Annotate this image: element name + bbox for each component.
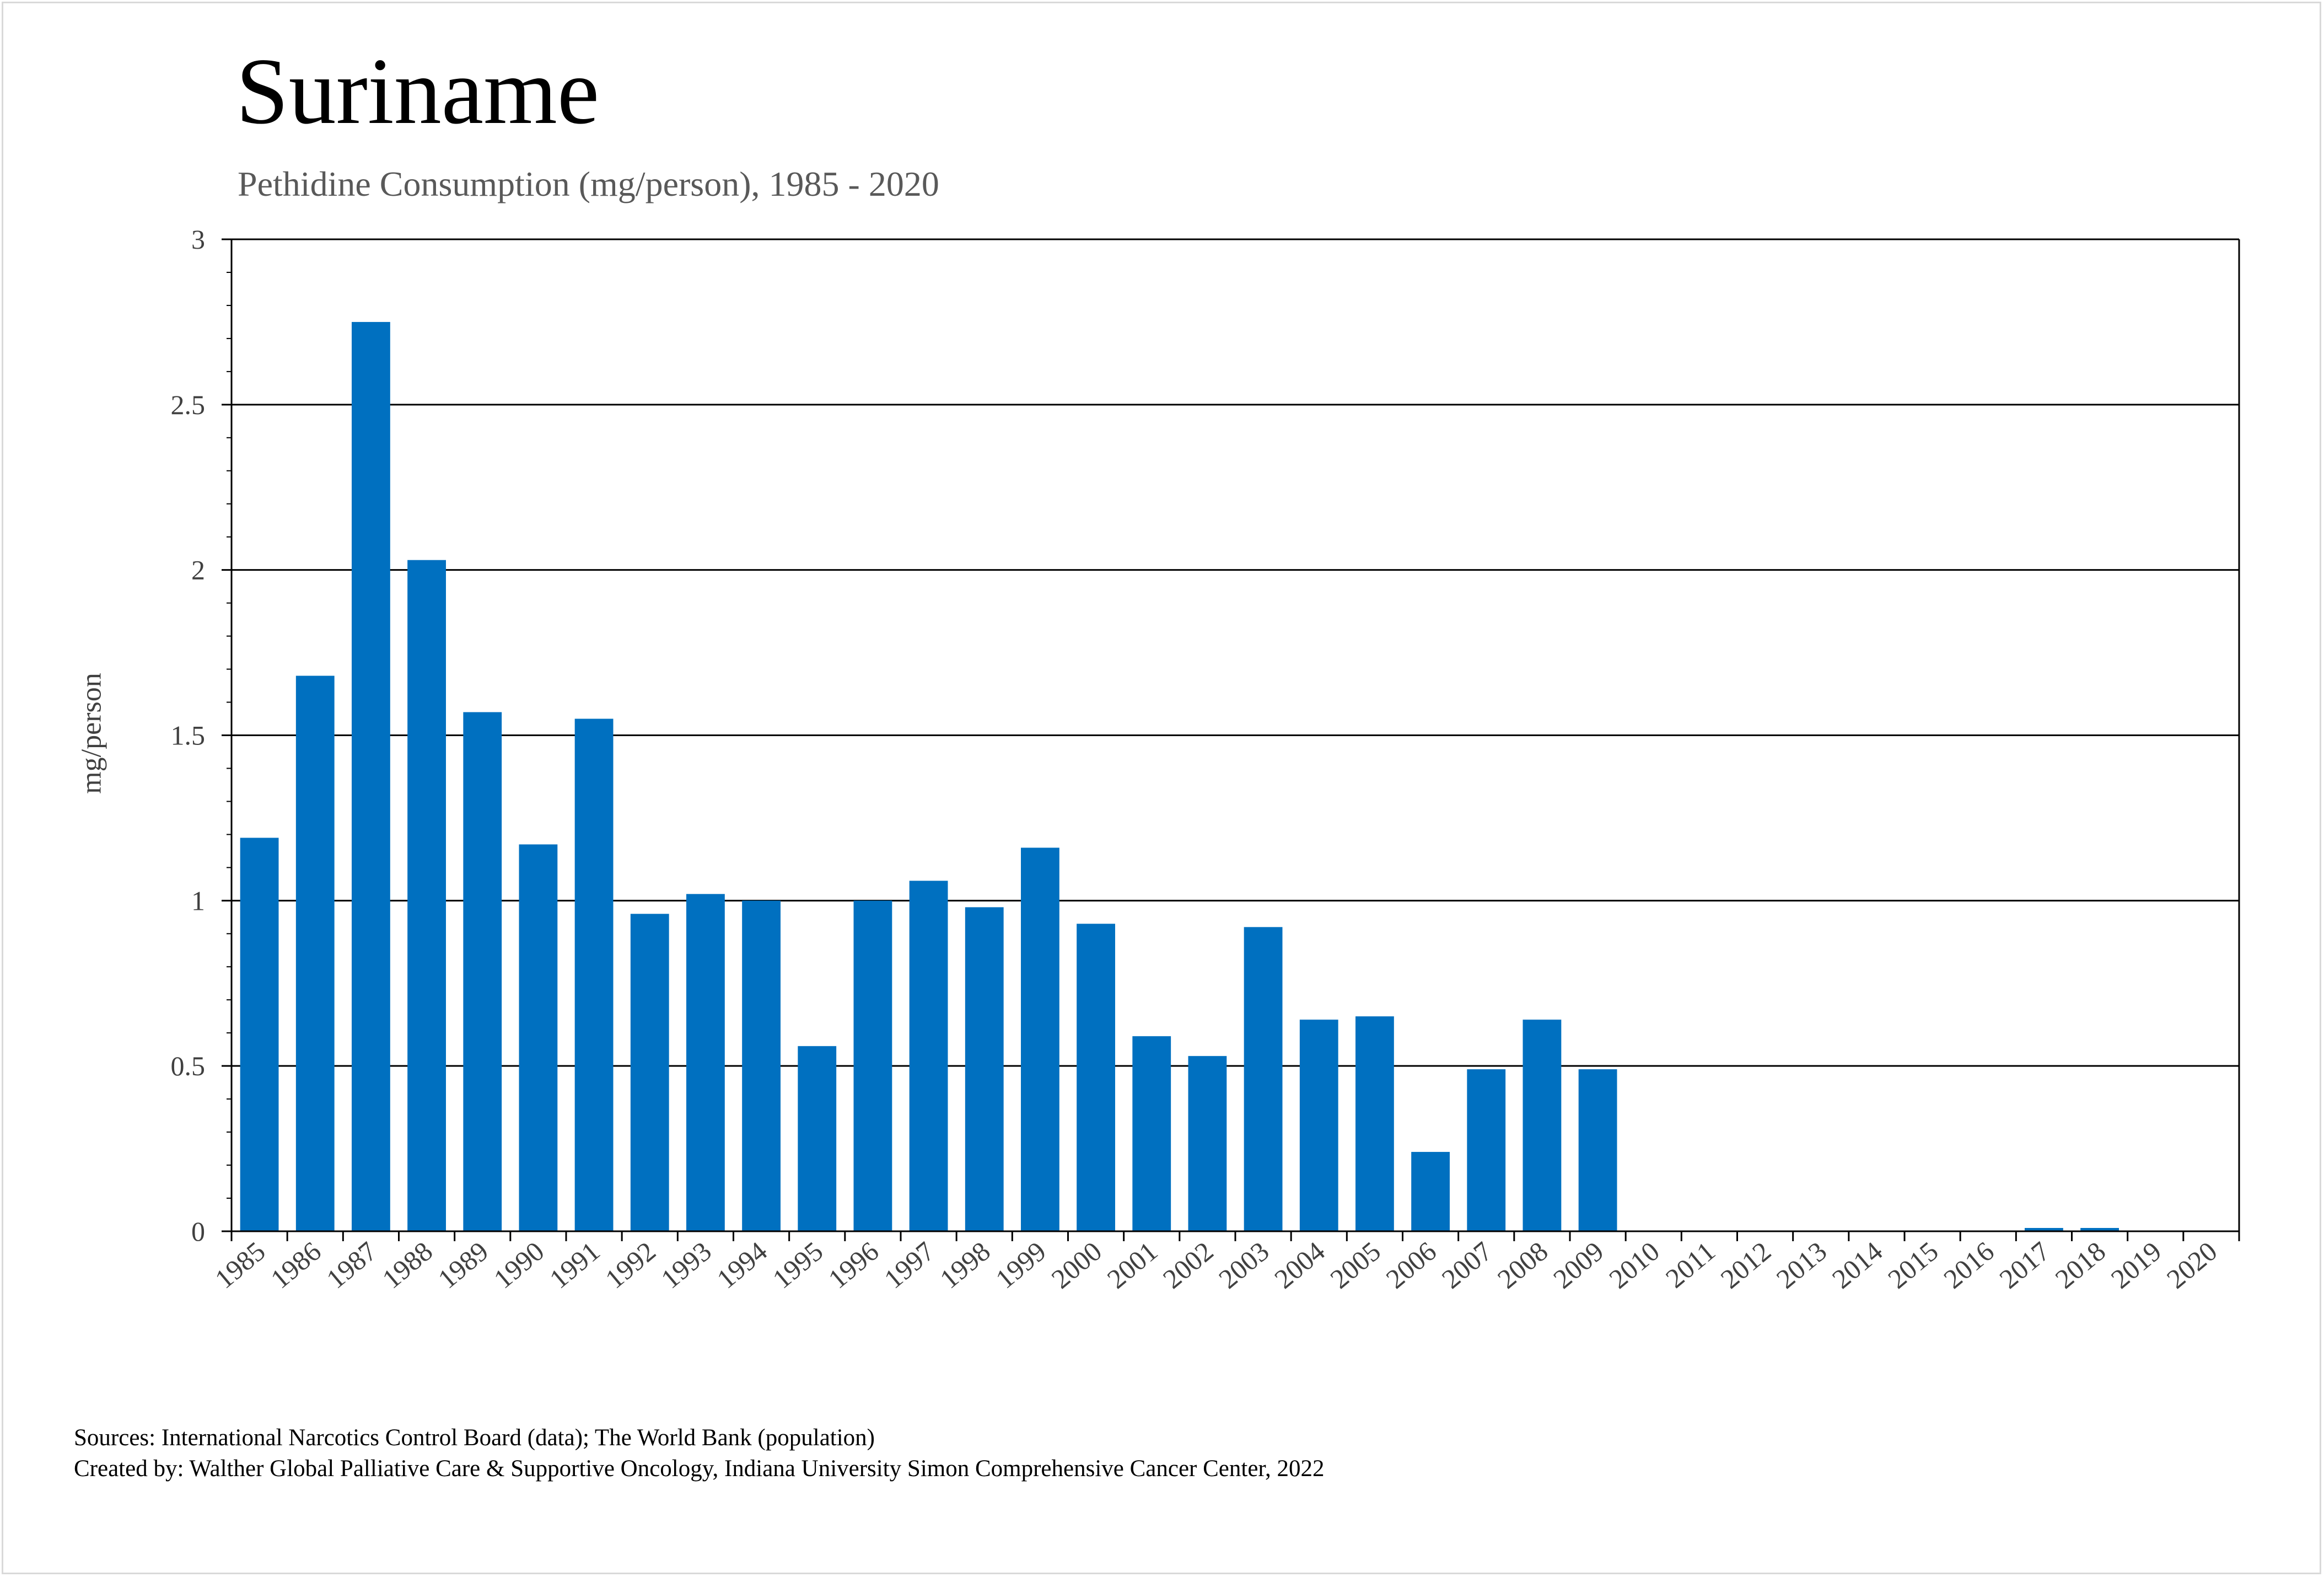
- bar-1993: [686, 894, 725, 1231]
- x-tick-label: 2013: [1771, 1236, 1833, 1295]
- bar-2005: [1355, 1016, 1394, 1231]
- chart-title: Suriname: [236, 39, 600, 144]
- x-tick-label: 1988: [376, 1236, 439, 1295]
- bar-1988: [407, 560, 446, 1231]
- y-tick-label: 1: [191, 885, 205, 916]
- x-tick-label: 2000: [1046, 1236, 1108, 1295]
- y-tick-label: 0.5: [171, 1050, 206, 1081]
- x-tick-label: 1993: [655, 1236, 717, 1295]
- bar-1999: [1021, 847, 1059, 1231]
- x-tick-label: 2006: [1380, 1236, 1443, 1295]
- x-tick-label: 1986: [265, 1236, 327, 1295]
- x-tick-label: 1998: [934, 1236, 996, 1295]
- x-ticks: 1985198619871988198919901991199219931994…: [209, 1231, 2240, 1295]
- x-tick-label: 2008: [1492, 1236, 1554, 1295]
- x-tick-label: 1999: [989, 1236, 1052, 1295]
- bar-1992: [630, 914, 669, 1231]
- bar-2006: [1411, 1152, 1450, 1231]
- x-tick-label: 2011: [1660, 1236, 1721, 1294]
- x-tick-label: 2005: [1324, 1236, 1386, 1295]
- x-tick-label: 1989: [432, 1236, 494, 1295]
- x-tick-label: 2004: [1268, 1236, 1331, 1295]
- bar-1997: [909, 881, 948, 1231]
- bar-1989: [463, 712, 502, 1231]
- y-tick-label: 2: [191, 555, 205, 586]
- y-tick-label: 0: [191, 1216, 205, 1247]
- x-tick-label: 1992: [599, 1236, 661, 1295]
- bar-2009: [1578, 1069, 1617, 1231]
- bar-2007: [1467, 1069, 1506, 1231]
- x-tick-label: 1996: [822, 1236, 885, 1295]
- y-tick-label: 2.5: [171, 389, 206, 420]
- x-tick-label: 1991: [544, 1236, 606, 1295]
- x-tick-label: 2001: [1101, 1236, 1164, 1295]
- bar-2000: [1077, 924, 1115, 1231]
- x-tick-label: 1990: [488, 1236, 550, 1295]
- bar-1994: [742, 900, 781, 1231]
- x-tick-label: 2015: [1882, 1236, 1944, 1295]
- bar-1990: [519, 844, 558, 1231]
- x-tick-label: 2017: [1993, 1236, 2056, 1295]
- bar-1986: [295, 675, 335, 1231]
- x-tick-label: 1995: [767, 1236, 829, 1295]
- chart-sources: Sources: International Narcotics Control…: [74, 1423, 1325, 1484]
- y-tick-label: 3: [191, 224, 205, 255]
- y-ticks: 0 0.5 1 1.5 2 2.5 3: [171, 224, 232, 1247]
- x-tick-label: 2003: [1213, 1236, 1275, 1295]
- sources-line: Sources: International Narcotics Control…: [74, 1425, 875, 1451]
- created-by-line: Created by: Walther Global Palliative Ca…: [74, 1456, 1325, 1482]
- bar-2003: [1244, 927, 1283, 1231]
- x-tick-label: 2014: [1826, 1236, 1889, 1295]
- bar-2002: [1188, 1056, 1227, 1231]
- y-tick-label: 1.5: [171, 720, 206, 751]
- x-tick-label: 1997: [878, 1236, 940, 1295]
- x-tick-label: 1987: [320, 1236, 383, 1295]
- x-tick-label: 2010: [1603, 1236, 1665, 1295]
- x-tick-label: 2018: [2049, 1236, 2112, 1295]
- bar-1996: [853, 900, 892, 1231]
- x-tick-label: 2002: [1157, 1236, 1219, 1295]
- x-tick-label: 2019: [2105, 1236, 2167, 1295]
- bar-1995: [798, 1046, 837, 1231]
- x-tick-label: 1994: [711, 1236, 773, 1295]
- bar-2004: [1299, 1020, 1338, 1231]
- bar-1998: [965, 907, 1004, 1231]
- bar-2017: [2025, 1228, 2063, 1231]
- x-tick-label: 2020: [2161, 1236, 2223, 1295]
- x-tick-label: 1985: [209, 1236, 271, 1295]
- x-tick-label: 2009: [1547, 1236, 1610, 1295]
- bar-2008: [1523, 1020, 1562, 1231]
- gridlines: [232, 238, 2239, 1067]
- x-tick-label: 2012: [1715, 1236, 1777, 1295]
- chart-subtitle: Pethidine Consumption (mg/person), 1985 …: [238, 164, 939, 203]
- x-tick-label: 2016: [1938, 1236, 2000, 1295]
- bar-2001: [1132, 1036, 1171, 1231]
- bar-1985: [240, 838, 279, 1231]
- bar-2018: [2080, 1228, 2119, 1231]
- bar-1987: [352, 321, 390, 1231]
- bars: [240, 321, 2119, 1231]
- bar-1991: [574, 718, 614, 1231]
- x-tick-label: 2007: [1436, 1236, 1498, 1295]
